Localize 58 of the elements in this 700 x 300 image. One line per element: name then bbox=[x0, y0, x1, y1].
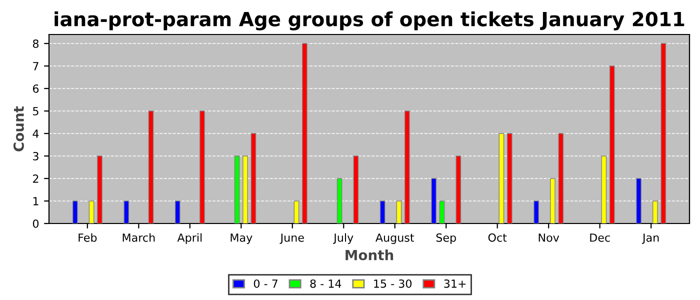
bar bbox=[72, 200, 78, 224]
bar bbox=[302, 43, 308, 224]
x-tick-label: March bbox=[122, 233, 155, 242]
bar bbox=[336, 178, 342, 224]
y-tick-label: 1 bbox=[33, 197, 38, 206]
bar bbox=[660, 43, 666, 224]
bar bbox=[550, 178, 556, 224]
bar bbox=[498, 133, 504, 224]
bar bbox=[558, 133, 564, 224]
bar bbox=[200, 110, 205, 224]
x-tick-label: Feb bbox=[78, 233, 97, 242]
x-tick-label: Jan bbox=[642, 234, 659, 244]
y-tick-label: 6 bbox=[32, 84, 39, 93]
y-tick-label: 8 bbox=[32, 39, 39, 48]
bar bbox=[396, 200, 402, 224]
x-axis-title: Month bbox=[346, 250, 394, 260]
bar bbox=[242, 156, 248, 224]
bar bbox=[609, 66, 615, 224]
legend-label: 0 - 7 bbox=[254, 279, 278, 288]
bar bbox=[439, 200, 445, 224]
bar bbox=[456, 156, 462, 224]
bar bbox=[652, 200, 658, 224]
x-tick-label: May bbox=[230, 234, 252, 244]
x-tick-label: Oct bbox=[488, 233, 507, 242]
bar bbox=[380, 200, 386, 224]
x-tick-label: August bbox=[376, 234, 414, 244]
bar bbox=[506, 133, 512, 224]
bar bbox=[148, 110, 154, 224]
bar bbox=[534, 200, 539, 224]
y-tick-label: 2 bbox=[33, 174, 38, 183]
x-tick-label: Dec bbox=[590, 234, 610, 242]
x-tick-label: Nov bbox=[538, 234, 560, 242]
bar bbox=[601, 156, 607, 224]
y-tick-label: 5 bbox=[33, 107, 38, 116]
bar bbox=[174, 200, 180, 224]
y-axis-title: Count bbox=[13, 106, 24, 152]
bar bbox=[294, 200, 300, 224]
bar bbox=[234, 156, 240, 224]
x-tick-label: July bbox=[333, 233, 354, 244]
chart-title: iana-prot-param Age groups of open tickets January 2011 bbox=[54, 11, 684, 30]
bar bbox=[636, 178, 642, 224]
x-tick-label: April bbox=[177, 233, 202, 244]
legend-label: 8 - 14 bbox=[310, 279, 342, 288]
y-tick-label: 3 bbox=[33, 152, 38, 160]
bar bbox=[404, 110, 410, 224]
y-tick-label: 0 bbox=[32, 219, 39, 228]
bar bbox=[431, 178, 436, 224]
bar bbox=[353, 156, 359, 224]
x-tick-label: June bbox=[280, 234, 304, 244]
legend-label: 15 - 30 bbox=[374, 279, 412, 288]
bar bbox=[88, 200, 94, 224]
x-tick-label: Sep bbox=[436, 233, 456, 244]
bar bbox=[97, 156, 102, 224]
legend-label: 31+ bbox=[444, 279, 466, 288]
bar bbox=[124, 200, 130, 224]
y-tick-label: 4 bbox=[32, 130, 39, 138]
y-tick-label: 7 bbox=[33, 62, 38, 70]
bar bbox=[250, 133, 256, 224]
